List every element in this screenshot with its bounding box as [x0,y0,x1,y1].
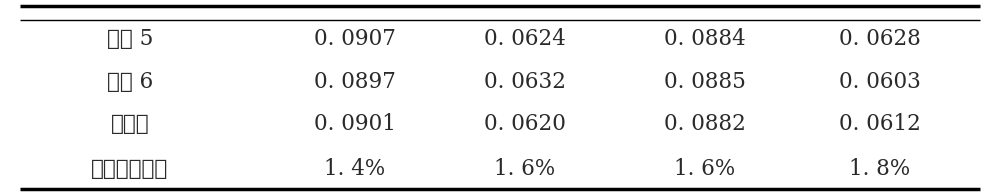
Text: 0. 0628: 0. 0628 [839,28,921,50]
Text: 1. 6%: 1. 6% [494,158,556,180]
Text: 1. 8%: 1. 8% [849,158,911,180]
Text: 0. 0603: 0. 0603 [839,71,921,93]
Text: 0. 0907: 0. 0907 [314,28,396,50]
Text: 平均值: 平均值 [111,113,149,135]
Text: 相对标准偏差: 相对标准偏差 [91,158,169,180]
Text: 0. 0624: 0. 0624 [484,28,566,50]
Text: 实验 6: 实验 6 [107,71,153,93]
Text: 0. 0897: 0. 0897 [314,71,396,93]
Text: 0. 0884: 0. 0884 [664,28,746,50]
Text: 0. 0620: 0. 0620 [484,113,566,135]
Text: 1. 6%: 1. 6% [674,158,736,180]
Text: 0. 0612: 0. 0612 [839,113,921,135]
Text: 实验 5: 实验 5 [107,28,153,50]
Text: 1. 4%: 1. 4% [324,158,386,180]
Text: 0. 0632: 0. 0632 [484,71,566,93]
Text: 0. 0882: 0. 0882 [664,113,746,135]
Text: 0. 0901: 0. 0901 [314,113,396,135]
Text: 0. 0885: 0. 0885 [664,71,746,93]
